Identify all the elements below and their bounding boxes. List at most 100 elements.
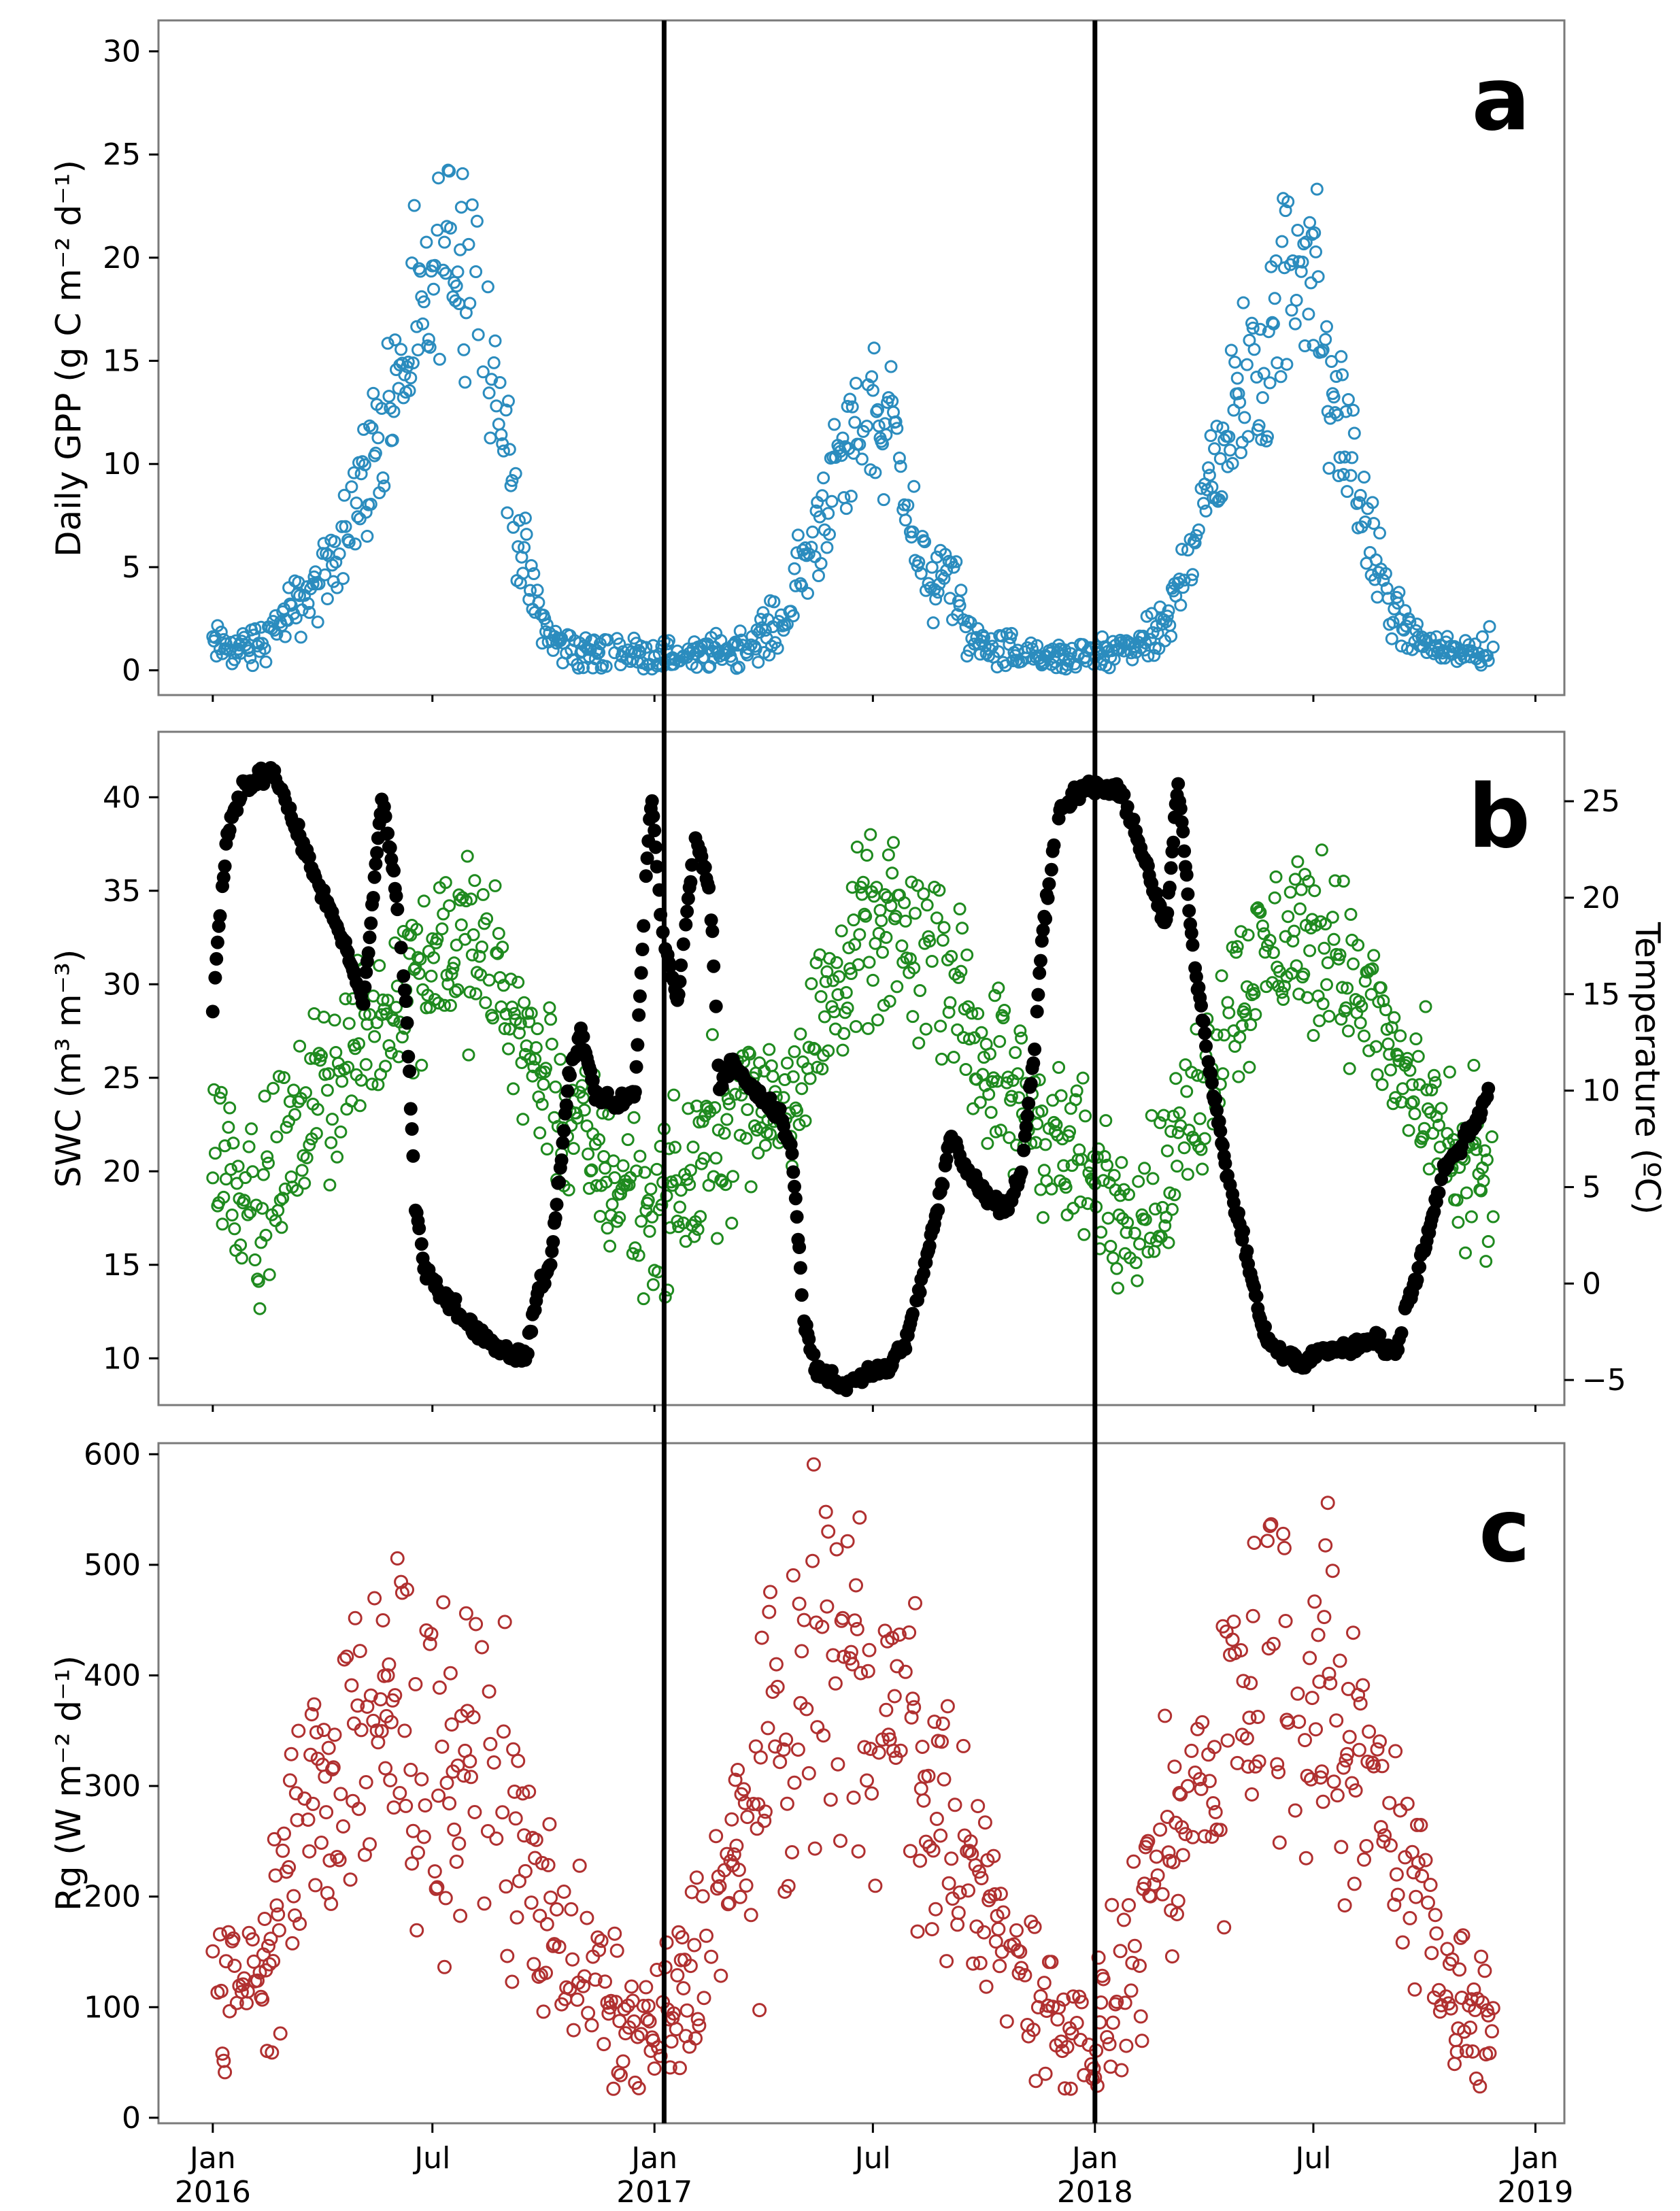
rg-point (617, 2002, 632, 2016)
temperature-point (1177, 1141, 1191, 1155)
gpp-point (992, 645, 1005, 658)
swc-point (1160, 906, 1175, 920)
rg-point (737, 1795, 752, 1810)
rg-point (904, 1710, 919, 1725)
gpp-point (1347, 426, 1361, 440)
temperature-point (850, 841, 864, 854)
rg-point (779, 1796, 794, 1811)
y-tick-label: 400 (84, 1658, 141, 1693)
temperature-point (887, 836, 900, 849)
temperature-point (1288, 924, 1301, 938)
temperature-point (1244, 1018, 1258, 1032)
rg-point (1027, 1919, 1042, 1934)
gpp-point (337, 488, 351, 502)
temperature-point (845, 881, 859, 894)
rg-point (500, 1948, 515, 1963)
gpp-point (401, 355, 415, 369)
swc-point (1039, 912, 1053, 926)
rg-point (1141, 1834, 1156, 1849)
rg-point (318, 1769, 333, 1784)
gpp-point (499, 403, 513, 417)
temperature-point (803, 1072, 817, 1085)
rg-point (833, 1834, 847, 1849)
gpp-point (1366, 496, 1379, 509)
temperature-point (802, 1041, 816, 1054)
rg-point (862, 1642, 877, 1657)
temperature-point (613, 1211, 626, 1224)
rg-point (683, 1959, 698, 1974)
gpp-point (1210, 420, 1224, 433)
rg-point (1058, 2081, 1072, 2096)
swc-point (1117, 788, 1131, 802)
temperature-point (898, 896, 911, 909)
swc-point (702, 881, 716, 895)
rg-point (1307, 1594, 1322, 1609)
gpp-point (802, 547, 816, 560)
gpp-point (417, 295, 431, 309)
temperature-point (293, 1039, 307, 1053)
rg-point (358, 1775, 373, 1789)
gpp-point (488, 334, 502, 348)
rg-point (941, 1876, 956, 1891)
temperature-point (818, 1010, 831, 1024)
rg-point (781, 1878, 796, 1893)
rg-point (728, 1772, 743, 1787)
rg-point (1332, 1653, 1347, 1668)
rg-point (612, 2014, 627, 2029)
swc-point (213, 909, 227, 923)
temperature-point (1336, 981, 1349, 994)
gpp-point (1176, 581, 1190, 594)
temperature-point (1268, 891, 1281, 905)
gpp-point (420, 235, 433, 249)
gpp-point (1480, 649, 1494, 662)
temperature-point (1037, 1211, 1049, 1224)
temperature-point (1075, 1153, 1088, 1166)
gpp-point (311, 615, 324, 629)
temperature-point (1247, 987, 1261, 1000)
temperature-point (646, 1278, 660, 1292)
gpp-point (497, 444, 510, 458)
temperature-point (1428, 1076, 1442, 1090)
temperature-point (1015, 1031, 1028, 1045)
gpp-point (1190, 529, 1203, 542)
gpp-point (1238, 411, 1251, 424)
temperature-point (847, 913, 860, 927)
gpp-point (733, 624, 747, 638)
gpp-point (577, 661, 590, 675)
y-tick-label: 600 (84, 1437, 141, 1472)
swc-point (1413, 1260, 1427, 1275)
rg-point (1033, 1989, 1048, 2004)
rg-point (1362, 1724, 1377, 1739)
gpp-point (243, 651, 257, 664)
temperature-point (577, 1103, 591, 1117)
rg-point (543, 1890, 558, 1905)
rg-point (626, 2014, 641, 2029)
temperature-point (1344, 908, 1358, 921)
gpp-point (524, 559, 538, 573)
gpp-point (599, 660, 613, 673)
gpp-point (1266, 317, 1280, 331)
temperature-point (1333, 948, 1347, 962)
gpp-point (1215, 490, 1228, 503)
x-tick-year-label: 2018 (1057, 2175, 1133, 2210)
rg-point (905, 1691, 920, 1706)
temperature-point (539, 1062, 552, 1075)
temperature-point (632, 1249, 645, 1262)
rg-point (913, 1853, 928, 1868)
rg-point (438, 1891, 453, 1906)
rg-point (816, 1728, 831, 1743)
gpp-point (484, 431, 497, 445)
temperature-point (1293, 902, 1307, 915)
temperature-point (962, 1000, 975, 1013)
swc-point (1120, 800, 1135, 814)
temperature-point (1419, 1000, 1432, 1013)
swc-point (1179, 868, 1194, 882)
temperature-point (479, 996, 492, 1009)
x-tick-year-label: 2019 (1497, 2175, 1573, 2210)
temperature-point (1322, 1009, 1336, 1023)
rg-point (564, 1902, 579, 1917)
gpp-point (871, 403, 884, 416)
temperature-point (862, 956, 876, 969)
temperature-point (1106, 1251, 1120, 1265)
gpp-point (845, 400, 859, 413)
